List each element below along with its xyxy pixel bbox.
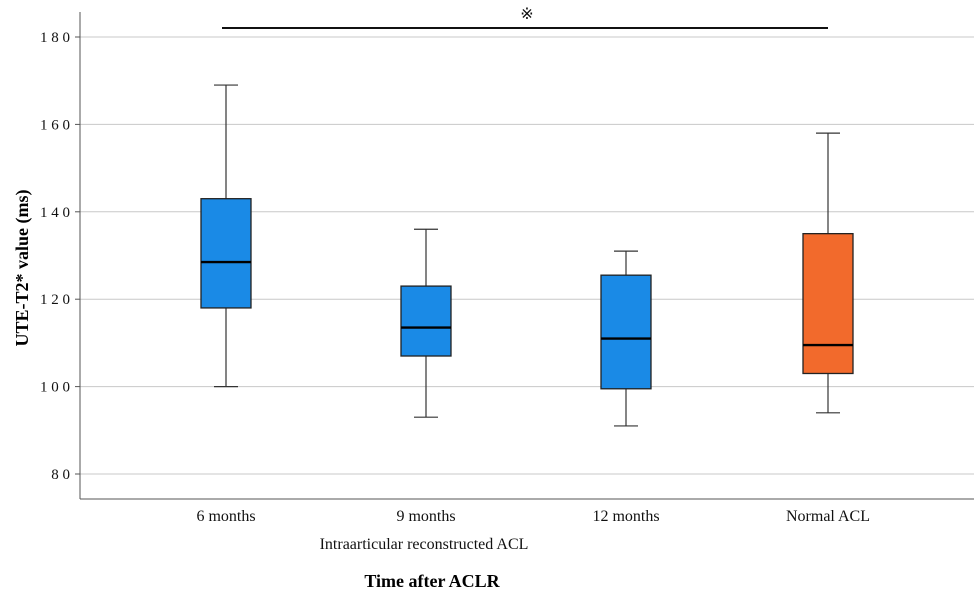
y-tick-label: 1 0 0 [40, 380, 70, 396]
x-tick-label: Normal ACL [786, 508, 870, 525]
box-6-months [200, 84, 252, 388]
y-tick-label: 8 0 [51, 467, 70, 483]
x-tick-label: 12 months [592, 508, 659, 525]
iqr-box [400, 285, 452, 357]
y-tick-labels: 8 0 1 0 0 1 2 0 1 4 0 1 6 0 1 8 0 [40, 30, 70, 483]
y-tick-label: 1 2 0 [40, 292, 70, 308]
significance-bracket: ※ [222, 4, 828, 29]
box-normal-acl [802, 132, 854, 414]
x-tick-labels: 6 months 9 months 12 months Normal ACL [196, 508, 870, 525]
iqr-box [600, 274, 652, 390]
x-tick-label: 6 months [196, 508, 255, 525]
box-9-months [400, 228, 452, 418]
y-tick-label: 1 4 0 [40, 205, 70, 221]
iqr-box [802, 232, 854, 375]
x-axis-title: Time after ACLR [364, 571, 500, 591]
box-series [200, 84, 854, 427]
box-12-months [600, 250, 652, 427]
y-axis-title: UTE-T2* value (ms) [12, 189, 33, 346]
y-tick-label: 1 6 0 [40, 117, 70, 133]
axes [79, 12, 974, 500]
group-label: Intraarticular reconstructed ACL [320, 536, 529, 553]
x-tick-label: 9 months [396, 508, 455, 525]
significance-marker: ※ [520, 4, 533, 23]
y-tick-label: 1 8 0 [40, 30, 70, 46]
iqr-box [200, 198, 252, 309]
